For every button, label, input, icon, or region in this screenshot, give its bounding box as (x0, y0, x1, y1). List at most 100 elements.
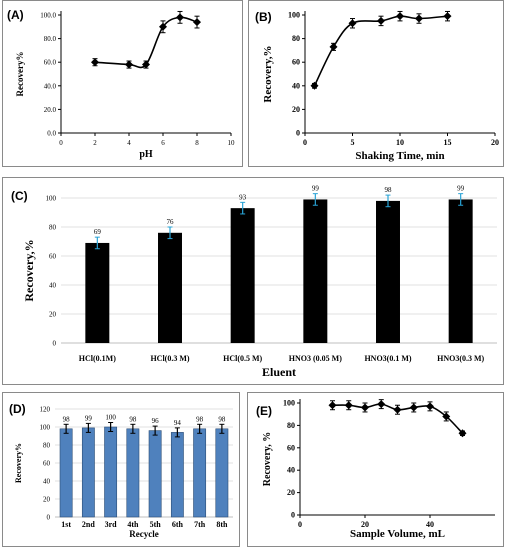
y-tick-label: 100.0 (40, 12, 56, 20)
category-label: 7th (194, 520, 206, 529)
panel-d: 0 20 40 60 80 100 120 98 1st 99 2nd 100 3rd 98 4th 96 5t… (2, 392, 240, 547)
panel-a: 0.0 20.0 40.0 60.0 80.0 100.0 0 2 4 6 8 10 (A) pH Reco… (2, 0, 243, 167)
data-label: 98 (63, 415, 71, 423)
category-label: HCl(0.5 M) (223, 354, 262, 363)
y-tick-label: 80 (43, 442, 51, 450)
data-point (329, 42, 338, 51)
data-point (393, 405, 402, 414)
data-point (396, 12, 404, 21)
x-tick-label: 15 (444, 138, 452, 147)
y-tick-label: 60.0 (44, 59, 57, 67)
y-tick-label: 100 (288, 11, 300, 20)
y-tick-label: 40.0 (44, 82, 57, 90)
y-axis-label: Recovery, % (262, 432, 273, 486)
y-tick-label: 20 (49, 311, 57, 319)
bar (376, 200, 400, 343)
data-point (426, 402, 434, 411)
y-tick-label: 80 (49, 224, 57, 232)
data-label: 98 (129, 415, 137, 423)
chart-a: 0.0 20.0 40.0 60.0 80.0 100.0 0 2 4 6 8 10 (A) pH Reco… (7, 8, 236, 160)
panel-b: 0 20 40 60 80 100 0 5 10 15 20 (B) Shaking Time, min… (248, 0, 504, 167)
y-tick-label: 0 (296, 129, 300, 138)
data-point (377, 16, 385, 25)
data-label: 94 (174, 419, 182, 427)
x-tick-label: 0 (59, 139, 63, 147)
x-tick-label: 0 (303, 138, 307, 147)
category-label: 8th (216, 520, 228, 529)
category-label: 5th (150, 520, 162, 529)
panel-label: (D) (9, 402, 26, 416)
x-tick-label: 20 (361, 520, 369, 529)
bar (104, 426, 118, 518)
bar (193, 428, 207, 518)
data-point (310, 81, 319, 90)
x-tick-label: 5 (351, 138, 355, 147)
panel-label: (A) (7, 8, 24, 22)
data-label: 100 (105, 414, 116, 422)
x-axis-label: Recycle (129, 529, 158, 539)
data-point (91, 58, 99, 67)
panel-label: (B) (255, 10, 272, 24)
y-tick-label: 80.0 (44, 35, 57, 43)
y-tick-label: 20 (292, 105, 300, 114)
bar (230, 208, 255, 343)
data-label: 98 (385, 186, 393, 194)
data-label: 99 (457, 185, 465, 193)
x-tick-label: 6 (161, 139, 165, 147)
chart-b: 0 20 40 60 80 100 0 5 10 15 20 (B) Shaking Time, min… (255, 10, 499, 162)
y-tick-label: 20 (43, 496, 51, 504)
data-point (142, 60, 150, 69)
category-label: 3rd (105, 520, 118, 529)
category-label: HCl(0.1M) (79, 354, 116, 363)
y-tick-label: 40 (43, 478, 51, 486)
data-label: 96 (152, 417, 160, 425)
panel-e: 0 20 40 60 80 100 0 20 40 (E) Sample Volume, mL Rec… (247, 392, 504, 547)
y-tick-label: 120 (40, 406, 51, 414)
series-line (94, 16, 198, 69)
x-tick-label: 0 (298, 520, 302, 529)
y-tick-label: 40 (287, 466, 295, 475)
y-tick-label: 0 (291, 511, 295, 520)
chart-e: 0 20 40 60 80 100 0 20 40 (E) Sample Volume, mL Rec… (256, 399, 495, 540)
bar (170, 432, 184, 518)
data-point (442, 412, 451, 421)
data-point (125, 60, 133, 69)
x-axis-label: Eluent (262, 365, 296, 379)
category-label: 2nd (82, 520, 95, 529)
data-label: 99 (312, 185, 320, 193)
data-point (159, 22, 167, 31)
category-label: HNO3(0.3 M) (437, 354, 484, 363)
bar (126, 428, 140, 518)
bar (81, 427, 95, 518)
y-tick-label: 100 (46, 195, 57, 203)
y-axis-label: Recovery% (14, 443, 23, 483)
data-point (348, 19, 357, 28)
bar (59, 428, 73, 518)
y-tick-label: 60 (43, 460, 51, 468)
data-point (193, 18, 201, 27)
category-label: 6th (172, 520, 184, 529)
category-label: 4th (127, 520, 139, 529)
data-point (176, 13, 184, 22)
x-axis-label: Sample Volume, mL (350, 528, 445, 540)
y-axis-label: Recovery,% (262, 45, 274, 102)
data-point (377, 400, 386, 409)
panel-c: 0 20 40 60 80 100 69 HCl(0.1M) 76 HCl(0.3 M) 93 HCl… (2, 177, 504, 385)
x-tick-label: 4 (127, 139, 131, 147)
y-tick-label: 40 (49, 282, 57, 290)
x-tick-label: 10 (228, 139, 236, 147)
category-label: HNO3 (0.05 M) (289, 354, 342, 363)
data-point (409, 403, 418, 412)
chart-d: 0 20 40 60 80 100 120 98 1st 99 2nd 100 3rd 98 4th 96 5t… (9, 402, 233, 539)
y-tick-label: 80 (287, 421, 295, 430)
y-axis-label: Recovery% (15, 52, 25, 97)
y-tick-label: 60 (49, 253, 57, 261)
bar (85, 242, 110, 343)
data-point (361, 403, 369, 412)
x-tick-label: 40 (426, 520, 434, 529)
bar (215, 428, 229, 518)
data-point (344, 401, 353, 410)
x-tick-label: 2 (93, 139, 97, 147)
y-tick-label: 60 (287, 443, 295, 452)
category-label: HCl(0.3 M) (150, 354, 189, 363)
